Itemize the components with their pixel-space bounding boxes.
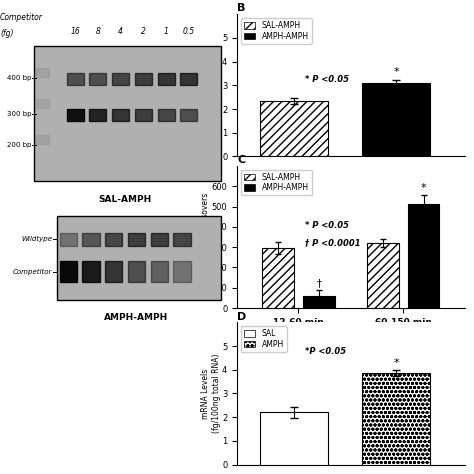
Text: 1: 1 xyxy=(164,27,169,36)
Text: Wildtype: Wildtype xyxy=(21,236,52,242)
Y-axis label: Cumulative Crossovers: Cumulative Crossovers xyxy=(201,193,210,281)
Bar xyxy=(89,109,106,121)
Text: Competitor: Competitor xyxy=(13,269,52,274)
Bar xyxy=(128,233,145,246)
Text: †: † xyxy=(317,278,321,288)
Legend: SAL-AMPH, AMPH-AMPH: SAL-AMPH, AMPH-AMPH xyxy=(241,18,311,44)
Text: * P <0.05: * P <0.05 xyxy=(305,221,349,230)
Bar xyxy=(303,295,335,308)
Bar xyxy=(180,109,197,121)
Bar xyxy=(262,248,294,308)
Bar xyxy=(260,101,328,156)
Bar xyxy=(260,412,328,465)
Bar xyxy=(128,261,145,282)
Text: 4: 4 xyxy=(118,27,123,36)
Text: C: C xyxy=(237,155,245,165)
Bar xyxy=(367,243,399,308)
Bar xyxy=(408,204,439,308)
Text: Competitor: Competitor xyxy=(0,13,43,22)
Y-axis label: mRNA Levels
(fg/100ng total RNA): mRNA Levels (fg/100ng total RNA) xyxy=(201,46,220,125)
Bar xyxy=(105,261,122,282)
Bar xyxy=(34,46,221,181)
Y-axis label: mRNA Levels
(fg/100ng total RNA): mRNA Levels (fg/100ng total RNA) xyxy=(201,354,220,433)
Bar xyxy=(57,216,221,300)
Text: 300 bp: 300 bp xyxy=(8,111,32,117)
Bar xyxy=(157,73,174,85)
Bar xyxy=(82,261,100,282)
Text: B: B xyxy=(237,3,246,13)
Legend: SAL-AMPH, AMPH-AMPH: SAL-AMPH, AMPH-AMPH xyxy=(241,170,311,195)
Bar xyxy=(135,109,152,121)
Bar xyxy=(105,233,122,246)
Bar xyxy=(362,374,430,465)
Bar xyxy=(180,73,197,85)
Bar xyxy=(82,233,100,246)
Bar xyxy=(89,73,106,85)
Text: * P <0.05: * P <0.05 xyxy=(305,75,349,84)
Bar xyxy=(173,261,191,282)
Bar xyxy=(151,233,168,246)
Bar xyxy=(135,73,152,85)
Text: 2: 2 xyxy=(141,27,146,36)
Text: 200 bp: 200 bp xyxy=(8,142,32,147)
Bar xyxy=(112,73,129,85)
Bar xyxy=(36,135,49,144)
Text: (fg): (fg) xyxy=(0,29,13,38)
Text: *: * xyxy=(393,67,399,78)
Text: *: * xyxy=(421,183,427,193)
Bar xyxy=(36,68,49,77)
Legend: SAL, AMPH: SAL, AMPH xyxy=(241,326,287,352)
Bar xyxy=(362,83,430,156)
Bar xyxy=(66,109,83,121)
Bar xyxy=(112,109,129,121)
Text: † P <0.0001: † P <0.0001 xyxy=(305,238,361,247)
Text: 8: 8 xyxy=(95,27,100,36)
Text: AMPH-AMPH: AMPH-AMPH xyxy=(104,313,169,322)
Text: SAL-AMPH: SAL-AMPH xyxy=(99,195,152,204)
Bar xyxy=(60,233,77,246)
Bar xyxy=(66,73,83,85)
Text: 0.5: 0.5 xyxy=(183,27,195,36)
Text: D: D xyxy=(237,311,246,321)
Bar xyxy=(173,233,191,246)
Bar xyxy=(36,99,49,108)
Text: *P <0.05: *P <0.05 xyxy=(305,346,346,356)
Text: *: * xyxy=(393,358,399,368)
Text: 400 bp: 400 bp xyxy=(8,75,32,81)
Bar xyxy=(151,261,168,282)
Text: 16: 16 xyxy=(70,27,80,36)
Bar xyxy=(157,109,174,121)
Bar xyxy=(60,261,77,282)
